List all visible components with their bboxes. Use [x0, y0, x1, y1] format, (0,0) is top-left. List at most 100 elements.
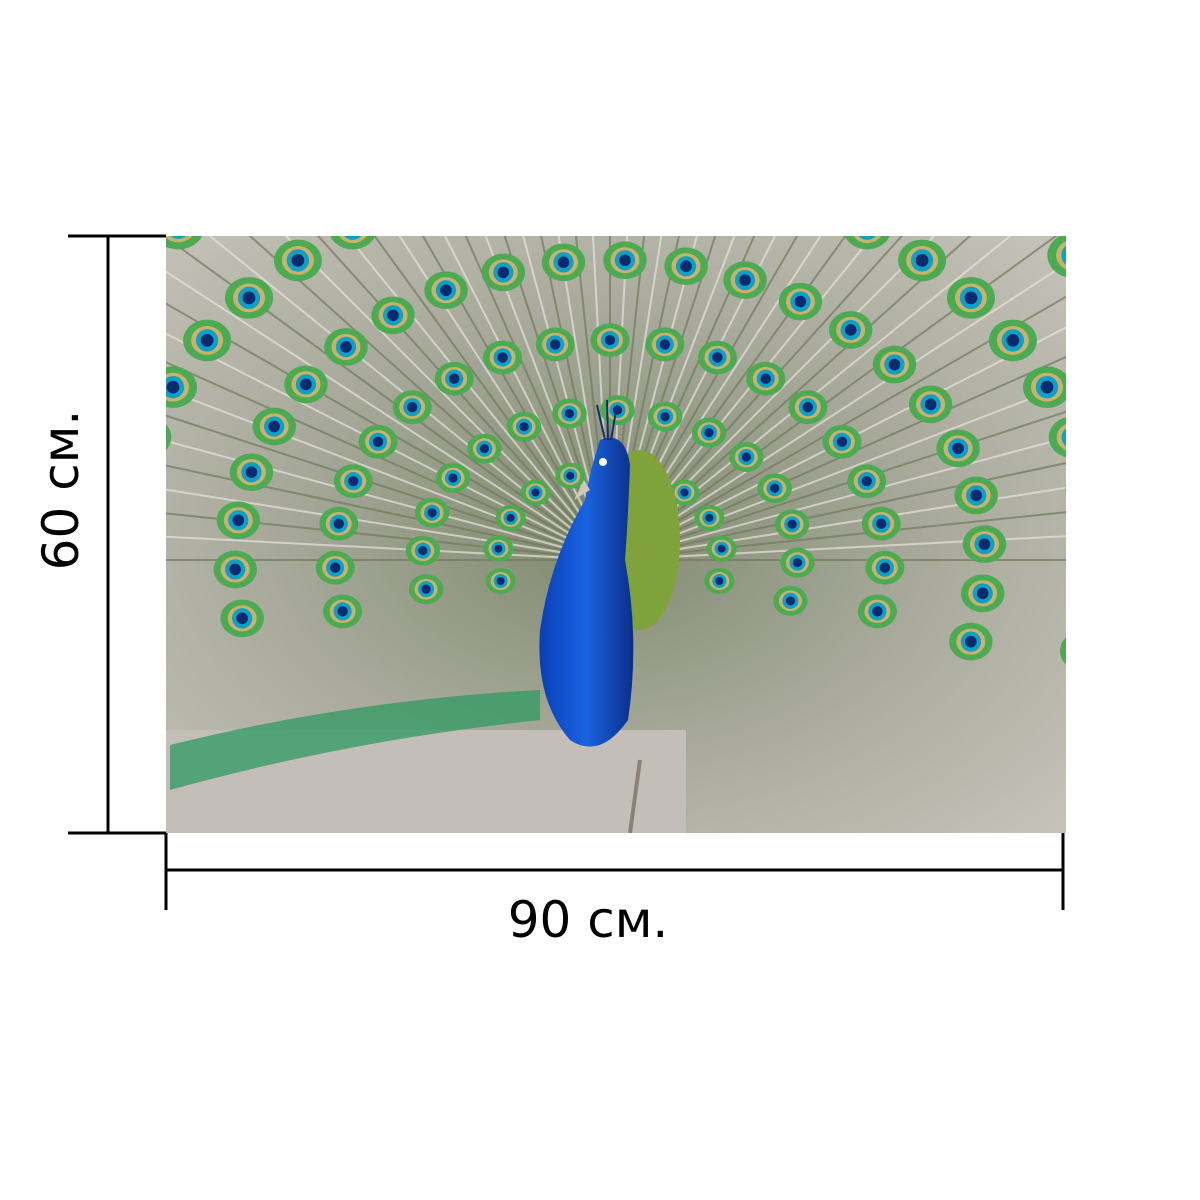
eye-iris [1185, 450, 1200, 475]
eye-pupil [497, 266, 510, 279]
eye-ring [1134, 337, 1169, 369]
eye-iris [6, 469, 31, 494]
eye-ring [1, 465, 36, 497]
eye-iris [531, 163, 553, 185]
eye-outer [536, 59, 589, 105]
eye-ring [1161, 390, 1196, 422]
eye-pupil [333, 518, 344, 529]
eye-outer [783, 183, 831, 225]
eye-pupil [924, 398, 937, 411]
eye-pupil [844, 324, 857, 336]
eye-ring [827, 102, 862, 134]
feather-shaft [373, 236, 611, 561]
eye-iris [136, 426, 158, 448]
eye-outer [0, 631, 48, 677]
feather-shaft [574, 236, 611, 561]
eye-pupil [141, 431, 154, 444]
eye-pupil [1006, 333, 1020, 347]
eye-ring [1081, 529, 1113, 558]
eye-ring [74, 303, 109, 335]
eye-pupil [1083, 483, 1096, 496]
eye-ring [114, 255, 149, 287]
eye-pupil [232, 514, 245, 527]
eye-pupil [117, 537, 130, 550]
feather-shaft [540, 236, 611, 561]
feather-shaft [464, 236, 611, 561]
eye-outer [389, 183, 437, 225]
eye-pupil [229, 563, 241, 576]
eye-ring [109, 583, 141, 612]
eye-ring [662, 159, 694, 188]
eye-outer [1183, 554, 1200, 600]
eye-ring [473, 74, 508, 106]
eye-outer [105, 248, 158, 294]
eye-ring [4, 638, 39, 670]
eye-iris [408, 92, 433, 117]
eye-ring [397, 189, 429, 218]
eye-pupil [427, 508, 437, 518]
feather-shaft [609, 236, 904, 561]
eye-iris [1078, 479, 1100, 501]
eye-pupil [739, 274, 751, 286]
eye-pupil [449, 373, 460, 384]
eye-outer [1047, 236, 1066, 278]
eye-ring [1180, 446, 1200, 478]
eye-pupil [4, 531, 18, 545]
feather-shaft [166, 464, 611, 561]
eye-pupil [566, 471, 575, 480]
eye-pupil [660, 412, 670, 422]
eye-pupil [347, 119, 361, 133]
eye-ring [460, 171, 492, 200]
eye-pupil [1078, 645, 1091, 658]
feather-shaft [248, 236, 611, 561]
feather-shaft [609, 236, 799, 561]
eye-pupil [619, 254, 631, 267]
eye-iris [897, 132, 922, 157]
feather-shaft [609, 236, 756, 561]
eye-ring [594, 156, 626, 185]
eye-ring [1068, 637, 1100, 666]
eye-iris [764, 87, 789, 112]
eye-outer [654, 153, 702, 195]
eye-pupil [792, 558, 803, 568]
crest [596, 399, 618, 441]
feather-shaft [557, 236, 611, 561]
eye-pupil [680, 260, 692, 273]
feather-shaft [609, 436, 1066, 561]
eye-ring [1170, 675, 1200, 707]
eye-pupil [124, 264, 138, 278]
feather-shaft [443, 236, 611, 561]
eye-iris [1073, 640, 1095, 662]
eye-iris [832, 106, 857, 131]
eye-iris [112, 532, 134, 554]
feather-shaft [484, 236, 611, 561]
eye-iris [9, 641, 33, 666]
eye-outer [720, 164, 768, 206]
eye-outer [943, 153, 996, 199]
eye-iris [119, 258, 144, 283]
eye-ring [403, 89, 438, 121]
eye-iris [796, 192, 818, 214]
eye-ring [616, 65, 651, 97]
eye-outer [33, 347, 86, 393]
eye-iris [1012, 201, 1037, 226]
eye-iris [170, 236, 187, 239]
eye-iris [1191, 622, 1200, 647]
eye-outer [1171, 439, 1200, 485]
eye-iris [957, 163, 982, 188]
eye-pupil [1067, 248, 1081, 262]
eye-outer [0, 573, 38, 619]
eye-ring [892, 128, 927, 160]
eye-ring [131, 423, 163, 452]
eye-outer [112, 630, 160, 672]
feather-shaft [609, 236, 663, 561]
feather-shaft [609, 236, 698, 561]
eye-pupil [1171, 399, 1185, 413]
eye-pupil [479, 444, 489, 454]
eye-pupil [337, 606, 348, 617]
eye-pupil [245, 466, 258, 478]
feather-shaft [609, 236, 680, 561]
eye-pupil [715, 577, 724, 586]
eye-ring [1185, 618, 1200, 650]
